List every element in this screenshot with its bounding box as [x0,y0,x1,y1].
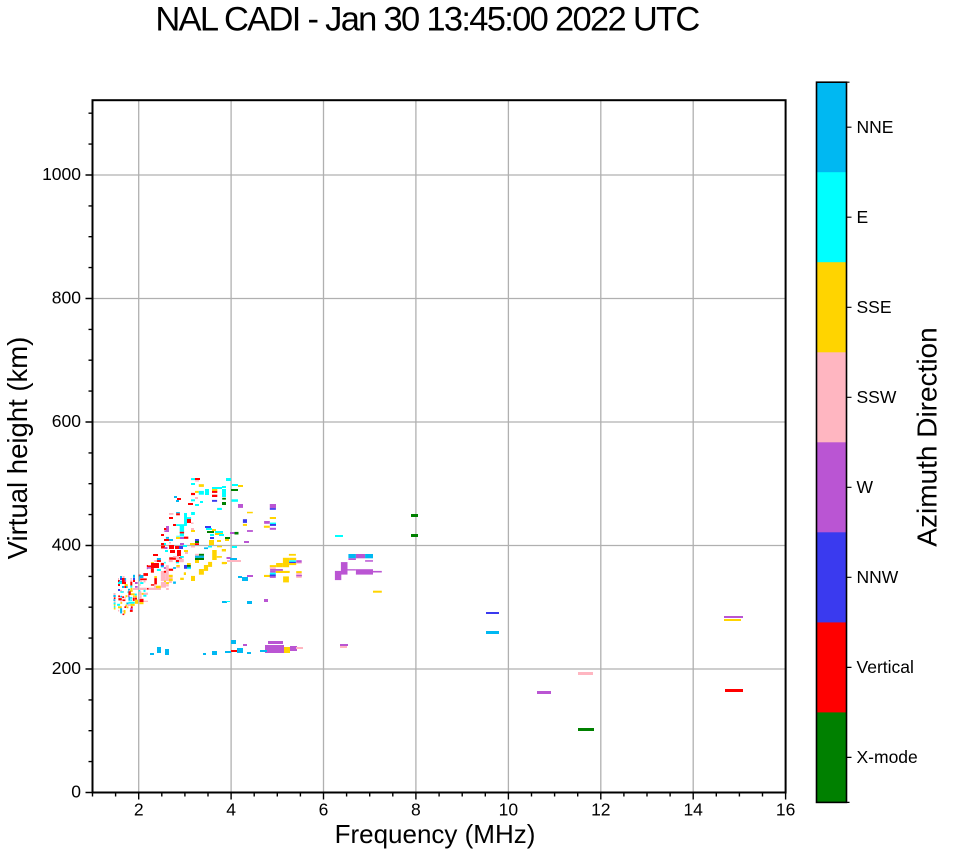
svg-text:1000: 1000 [42,164,81,184]
svg-text:4: 4 [226,800,236,820]
svg-text:8: 8 [411,800,421,820]
svg-text:400: 400 [52,535,81,555]
svg-text:Frequency (MHz): Frequency (MHz) [335,819,536,849]
svg-text:0: 0 [71,782,81,802]
svg-text:NAL CADI - Jan 30 13:45:00 202: NAL CADI - Jan 30 13:45:00 2022 UTC [155,1,699,39]
svg-text:NNE: NNE [857,117,894,137]
svg-text:6: 6 [319,800,329,820]
svg-text:NNW: NNW [857,567,899,587]
svg-text:Vertical: Vertical [857,657,914,677]
svg-text:10: 10 [499,800,519,820]
svg-text:200: 200 [52,658,81,678]
svg-text:12: 12 [591,800,610,820]
svg-text:W: W [857,477,874,497]
svg-text:800: 800 [52,288,81,308]
svg-text:2: 2 [134,800,144,820]
svg-text:14: 14 [683,800,703,820]
svg-text:600: 600 [52,411,81,431]
svg-text:SSE: SSE [857,297,892,317]
svg-text:Virtual height (km): Virtual height (km) [2,337,33,560]
svg-text:Azimuth Direction: Azimuth Direction [912,327,943,546]
svg-text:E: E [857,207,869,227]
svg-text:SSW: SSW [857,387,897,407]
svg-text:16: 16 [776,800,795,820]
svg-text:X-mode: X-mode [857,747,918,767]
